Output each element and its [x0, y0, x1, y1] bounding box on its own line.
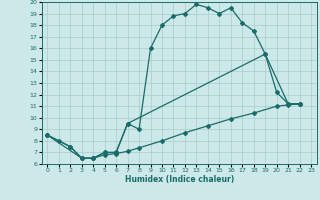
X-axis label: Humidex (Indice chaleur): Humidex (Indice chaleur): [124, 175, 234, 184]
